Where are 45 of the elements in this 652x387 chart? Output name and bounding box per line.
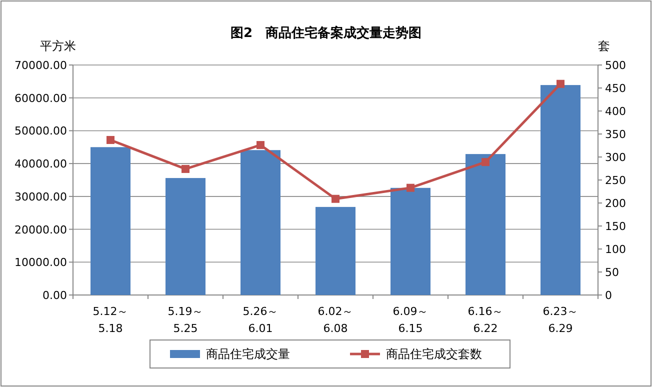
bar	[316, 206, 356, 295]
y2-tick-label: 0	[605, 289, 612, 302]
legend-label: 商品住宅成交量	[206, 347, 290, 361]
bar	[540, 85, 580, 295]
x-tick-label: 6.09～6.15	[392, 304, 430, 337]
y-tick-label: 40000.00	[14, 158, 67, 171]
point	[406, 184, 414, 192]
y2-tick-label: 200	[605, 197, 626, 210]
x-tick-label: 6.02～6.08	[316, 304, 354, 337]
y-tick-label: 70000.00	[14, 59, 67, 72]
point	[332, 194, 340, 203]
y-axis-title: 平方米	[40, 39, 76, 53]
bar	[240, 150, 280, 295]
bar	[166, 178, 206, 295]
point	[256, 141, 264, 150]
point	[182, 164, 190, 173]
y2-tick-label: 300	[605, 151, 626, 164]
point	[106, 136, 114, 144]
y-tick-label: 10000.00	[14, 256, 67, 270]
y2-tick-label: 400	[605, 105, 626, 118]
x-tick-label: 5.26～6.01	[242, 304, 280, 337]
point	[556, 80, 564, 88]
y2-tick-label: 250	[605, 174, 626, 187]
bar	[390, 188, 430, 295]
y2-tick-label: 150	[605, 220, 626, 233]
bar	[466, 154, 506, 295]
y2-tick-label: 450	[605, 82, 626, 95]
y-tick-label: 50000.00	[14, 124, 67, 138]
y-tick-label: 60000.00	[14, 92, 67, 105]
chart-title: 图2 商品住宅备案成交量走势图	[230, 25, 422, 41]
y2-tick-label: 350	[605, 128, 626, 141]
x-tick-label: 6.23～6.29	[542, 304, 580, 337]
y-tick-label: 30000.00	[14, 190, 67, 204]
y2-tick-label: 50	[605, 266, 619, 279]
y-tick-label: 0.00	[42, 289, 67, 302]
legend-label: 商品住宅成交套数	[386, 347, 482, 361]
y-tick-label: 20000.00	[14, 223, 67, 236]
y2-tick-label: 100	[605, 243, 626, 256]
y2-axis-title: 套	[598, 39, 610, 53]
x-tick-label: 5.19～5.25	[166, 304, 204, 337]
x-tick-label: 6.16～6.22	[466, 304, 504, 337]
x-tick-label: 5.12～5.18	[92, 304, 130, 337]
point	[482, 158, 490, 166]
y2-tick-label: 500	[605, 59, 626, 72]
bar	[90, 147, 130, 295]
